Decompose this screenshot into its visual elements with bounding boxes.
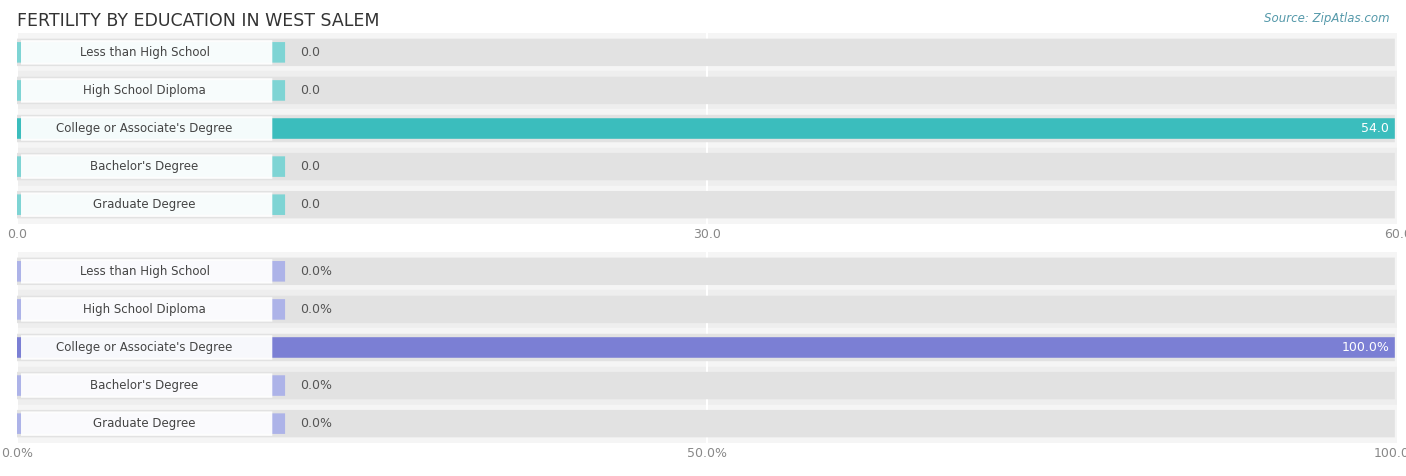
FancyBboxPatch shape [17, 191, 1395, 218]
FancyBboxPatch shape [17, 334, 1395, 361]
FancyBboxPatch shape [21, 116, 273, 141]
FancyBboxPatch shape [21, 259, 273, 284]
Text: Bachelor's Degree: Bachelor's Degree [90, 160, 198, 173]
Text: 0.0: 0.0 [299, 198, 319, 211]
FancyBboxPatch shape [17, 413, 285, 434]
Text: Less than High School: Less than High School [80, 265, 209, 278]
Text: 54.0: 54.0 [1361, 122, 1389, 135]
Text: 0.0%: 0.0% [299, 379, 332, 392]
Text: High School Diploma: High School Diploma [83, 84, 205, 97]
Bar [17, 290, 1398, 328]
FancyBboxPatch shape [17, 258, 1395, 285]
Bar [17, 148, 1398, 186]
Text: 0.0%: 0.0% [299, 265, 332, 278]
Text: Graduate Degree: Graduate Degree [93, 198, 195, 211]
FancyBboxPatch shape [17, 42, 285, 63]
Text: College or Associate's Degree: College or Associate's Degree [56, 122, 233, 135]
FancyBboxPatch shape [21, 192, 273, 217]
FancyBboxPatch shape [21, 335, 273, 360]
Text: 0.0: 0.0 [299, 160, 319, 173]
Bar [17, 252, 1398, 290]
FancyBboxPatch shape [21, 154, 273, 179]
Text: FERTILITY BY EDUCATION IN WEST SALEM: FERTILITY BY EDUCATION IN WEST SALEM [17, 12, 380, 30]
Text: 100.0%: 100.0% [1341, 341, 1389, 354]
Text: College or Associate's Degree: College or Associate's Degree [56, 341, 233, 354]
FancyBboxPatch shape [21, 297, 273, 322]
FancyBboxPatch shape [17, 296, 1395, 323]
FancyBboxPatch shape [17, 118, 1395, 139]
Text: 0.0: 0.0 [299, 84, 319, 97]
Bar [17, 186, 1398, 224]
FancyBboxPatch shape [17, 375, 285, 396]
FancyBboxPatch shape [21, 40, 273, 65]
FancyBboxPatch shape [17, 156, 285, 177]
Text: 0.0%: 0.0% [299, 417, 332, 430]
Bar [17, 71, 1398, 109]
FancyBboxPatch shape [21, 411, 273, 436]
FancyBboxPatch shape [17, 261, 285, 282]
FancyBboxPatch shape [17, 80, 285, 101]
FancyBboxPatch shape [17, 153, 1395, 180]
FancyBboxPatch shape [17, 299, 285, 320]
FancyBboxPatch shape [17, 39, 1395, 66]
FancyBboxPatch shape [17, 115, 1395, 142]
FancyBboxPatch shape [17, 77, 1395, 104]
FancyBboxPatch shape [17, 194, 285, 215]
Text: Bachelor's Degree: Bachelor's Degree [90, 379, 198, 392]
Bar [17, 367, 1398, 405]
Text: High School Diploma: High School Diploma [83, 303, 205, 316]
Bar [17, 328, 1398, 367]
FancyBboxPatch shape [21, 373, 273, 398]
Bar [17, 33, 1398, 71]
Bar [17, 109, 1398, 148]
FancyBboxPatch shape [17, 410, 1395, 437]
Text: Less than High School: Less than High School [80, 46, 209, 59]
FancyBboxPatch shape [17, 337, 1395, 358]
Text: 0.0%: 0.0% [299, 303, 332, 316]
FancyBboxPatch shape [17, 372, 1395, 399]
FancyBboxPatch shape [21, 78, 273, 103]
Bar [17, 405, 1398, 443]
Text: Graduate Degree: Graduate Degree [93, 417, 195, 430]
Text: Source: ZipAtlas.com: Source: ZipAtlas.com [1264, 12, 1389, 25]
Text: 0.0: 0.0 [299, 46, 319, 59]
